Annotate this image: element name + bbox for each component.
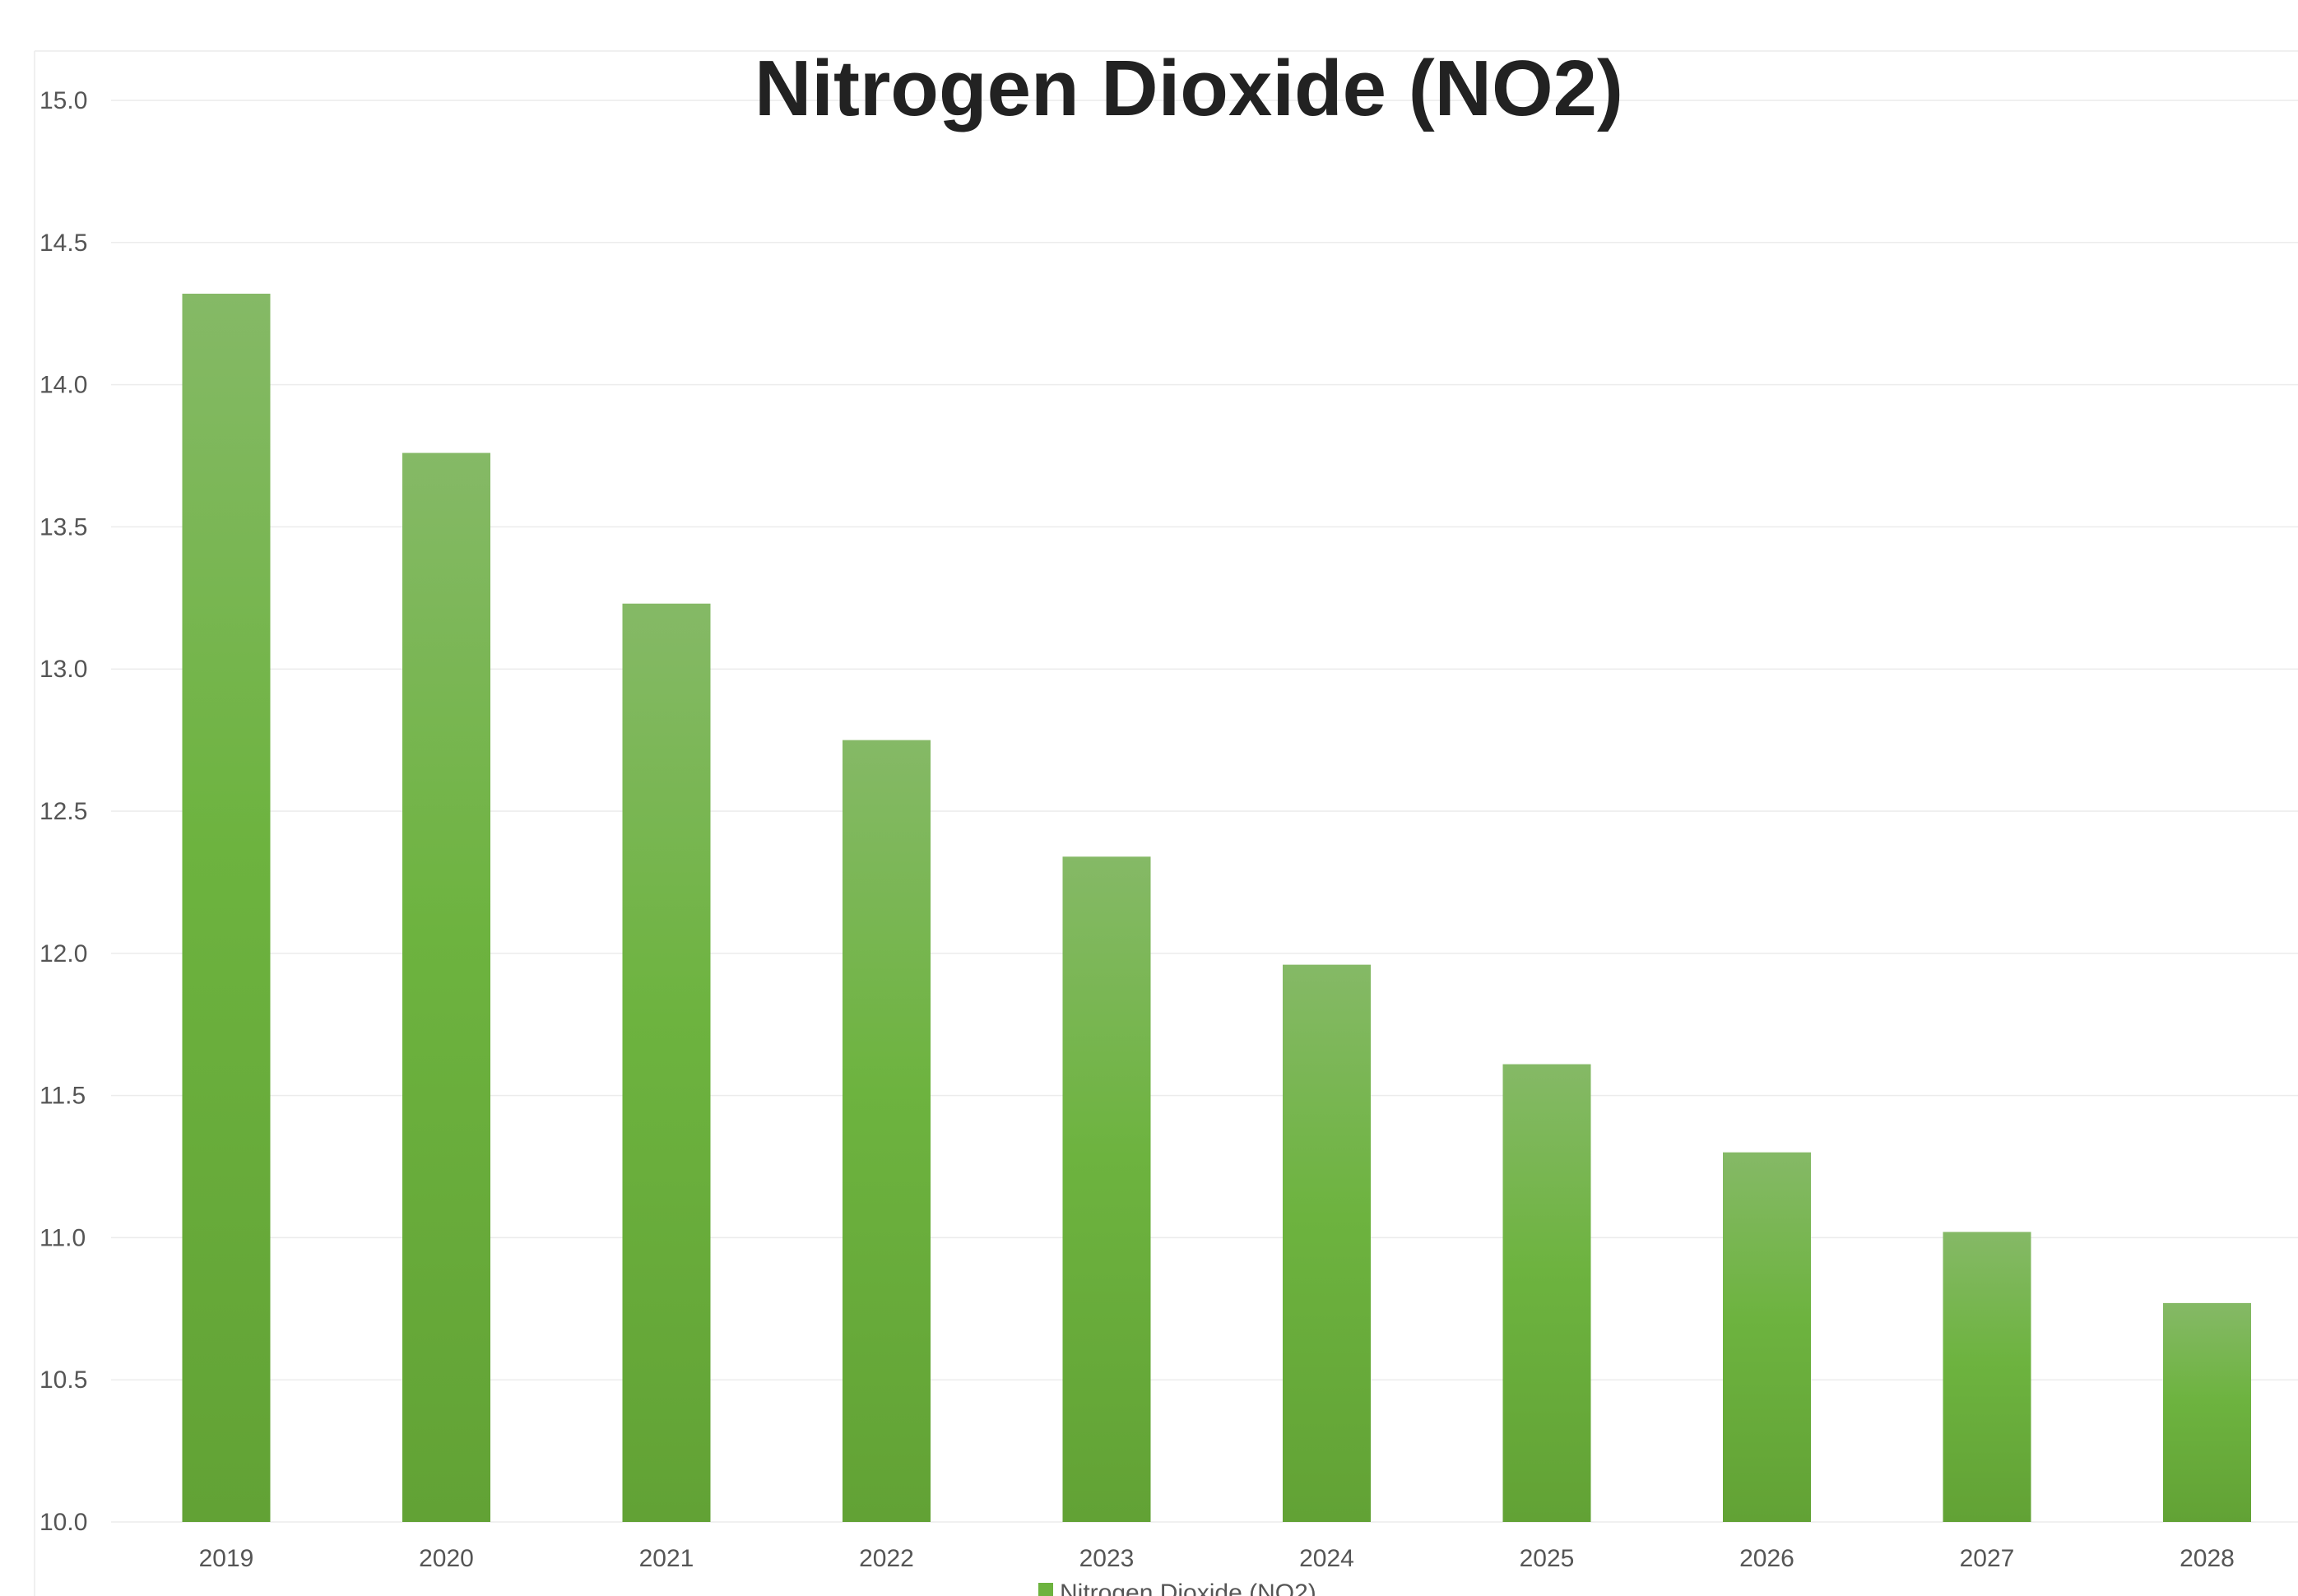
x-tick-label: 2019 bbox=[199, 1545, 254, 1572]
y-tick-label: 10.5 bbox=[39, 1366, 87, 1394]
bar-2022[interactable] bbox=[843, 740, 931, 1522]
x-tick-label: 2025 bbox=[1520, 1545, 1575, 1572]
y-tick-label: 13.5 bbox=[39, 513, 87, 541]
bar-2020[interactable] bbox=[402, 452, 490, 1523]
bar-2024[interactable] bbox=[1283, 964, 1371, 1522]
bar-2028[interactable] bbox=[2163, 1302, 2251, 1522]
x-axis-ticks: 2019 2020 2021 2022 2023 2024 2025 2026 2027 2028 bbox=[199, 1545, 2235, 1572]
y-tick-label: 12.5 bbox=[39, 798, 87, 825]
y-tick-label: 12.0 bbox=[39, 940, 87, 967]
bar-2026[interactable] bbox=[1723, 1152, 1811, 1522]
x-tick-label: 2023 bbox=[1079, 1545, 1135, 1572]
bar-2025[interactable] bbox=[1502, 1064, 1591, 1522]
x-tick-label: 2026 bbox=[1739, 1545, 1794, 1572]
legend[interactable]: Nitrogen Dioxide (NO2) bbox=[1038, 1580, 1316, 1596]
legend-label: Nitrogen Dioxide (NO2) bbox=[1060, 1580, 1316, 1596]
bar-2027[interactable] bbox=[1943, 1232, 2031, 1522]
x-tick-label: 2027 bbox=[1960, 1545, 2015, 1572]
x-tick-label: 2028 bbox=[2180, 1545, 2235, 1572]
legend-swatch bbox=[1038, 1583, 1053, 1596]
y-tick-label: 14.0 bbox=[39, 372, 87, 399]
bar-2023[interactable] bbox=[1062, 856, 1151, 1522]
y-tick-label: 14.5 bbox=[39, 230, 87, 257]
chart-title: Nitrogen Dioxide (NO2) bbox=[754, 44, 1623, 132]
y-tick-label: 11.5 bbox=[39, 1083, 86, 1110]
x-tick-label: 2024 bbox=[1299, 1545, 1354, 1572]
x-tick-label: 2021 bbox=[639, 1545, 694, 1572]
y-tick-label: 11.0 bbox=[39, 1224, 86, 1251]
x-tick-label: 2022 bbox=[859, 1545, 914, 1572]
bar-2021[interactable] bbox=[622, 603, 711, 1523]
y-tick-label: 15.0 bbox=[39, 87, 87, 114]
y-tick-label: 13.0 bbox=[39, 656, 87, 683]
bars bbox=[182, 294, 2251, 1523]
y-axis-ticks: 10.0 10.5 11.0 11.5 12.0 12.5 13.0 13.5 14.0 14.5… bbox=[39, 87, 87, 1536]
x-tick-label: 2020 bbox=[419, 1545, 474, 1572]
y-tick-label: 10.0 bbox=[39, 1509, 87, 1536]
bar-2019[interactable] bbox=[182, 294, 271, 1522]
